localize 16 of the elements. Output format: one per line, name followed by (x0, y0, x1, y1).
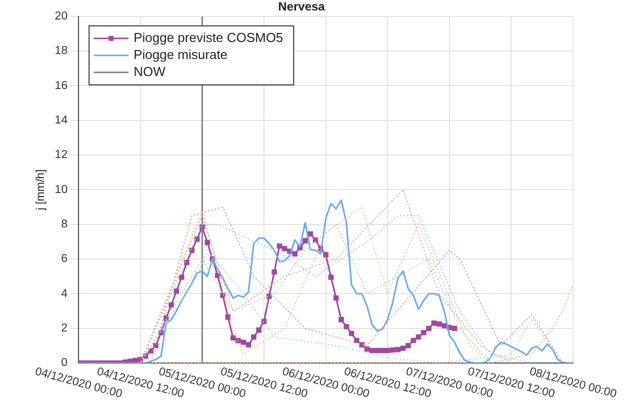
chart-title: Nervesa (278, 0, 326, 14)
y-tick-label: 12 (54, 149, 68, 162)
y-tick-label: 10 (54, 184, 68, 196)
legend-label: Piogge misurate (134, 46, 228, 62)
y-tick-label: 18 (54, 45, 68, 58)
y-tick-label: 16 (54, 80, 68, 92)
y-axis-title: j [mm/h] (35, 169, 48, 212)
y-tick-label: 20 (54, 10, 68, 23)
legend-label: Piogge previste COSMO5 (134, 30, 284, 45)
y-tick-label: 0 (61, 357, 68, 370)
y-tick-label: 2 (61, 322, 68, 335)
y-tick-label: 6 (61, 253, 68, 266)
y-tick-label: 8 (61, 218, 68, 231)
ref-line-label: NOW (134, 64, 166, 79)
y-tick-label: 14 (54, 114, 68, 127)
y-tick-label: 4 (61, 288, 68, 300)
